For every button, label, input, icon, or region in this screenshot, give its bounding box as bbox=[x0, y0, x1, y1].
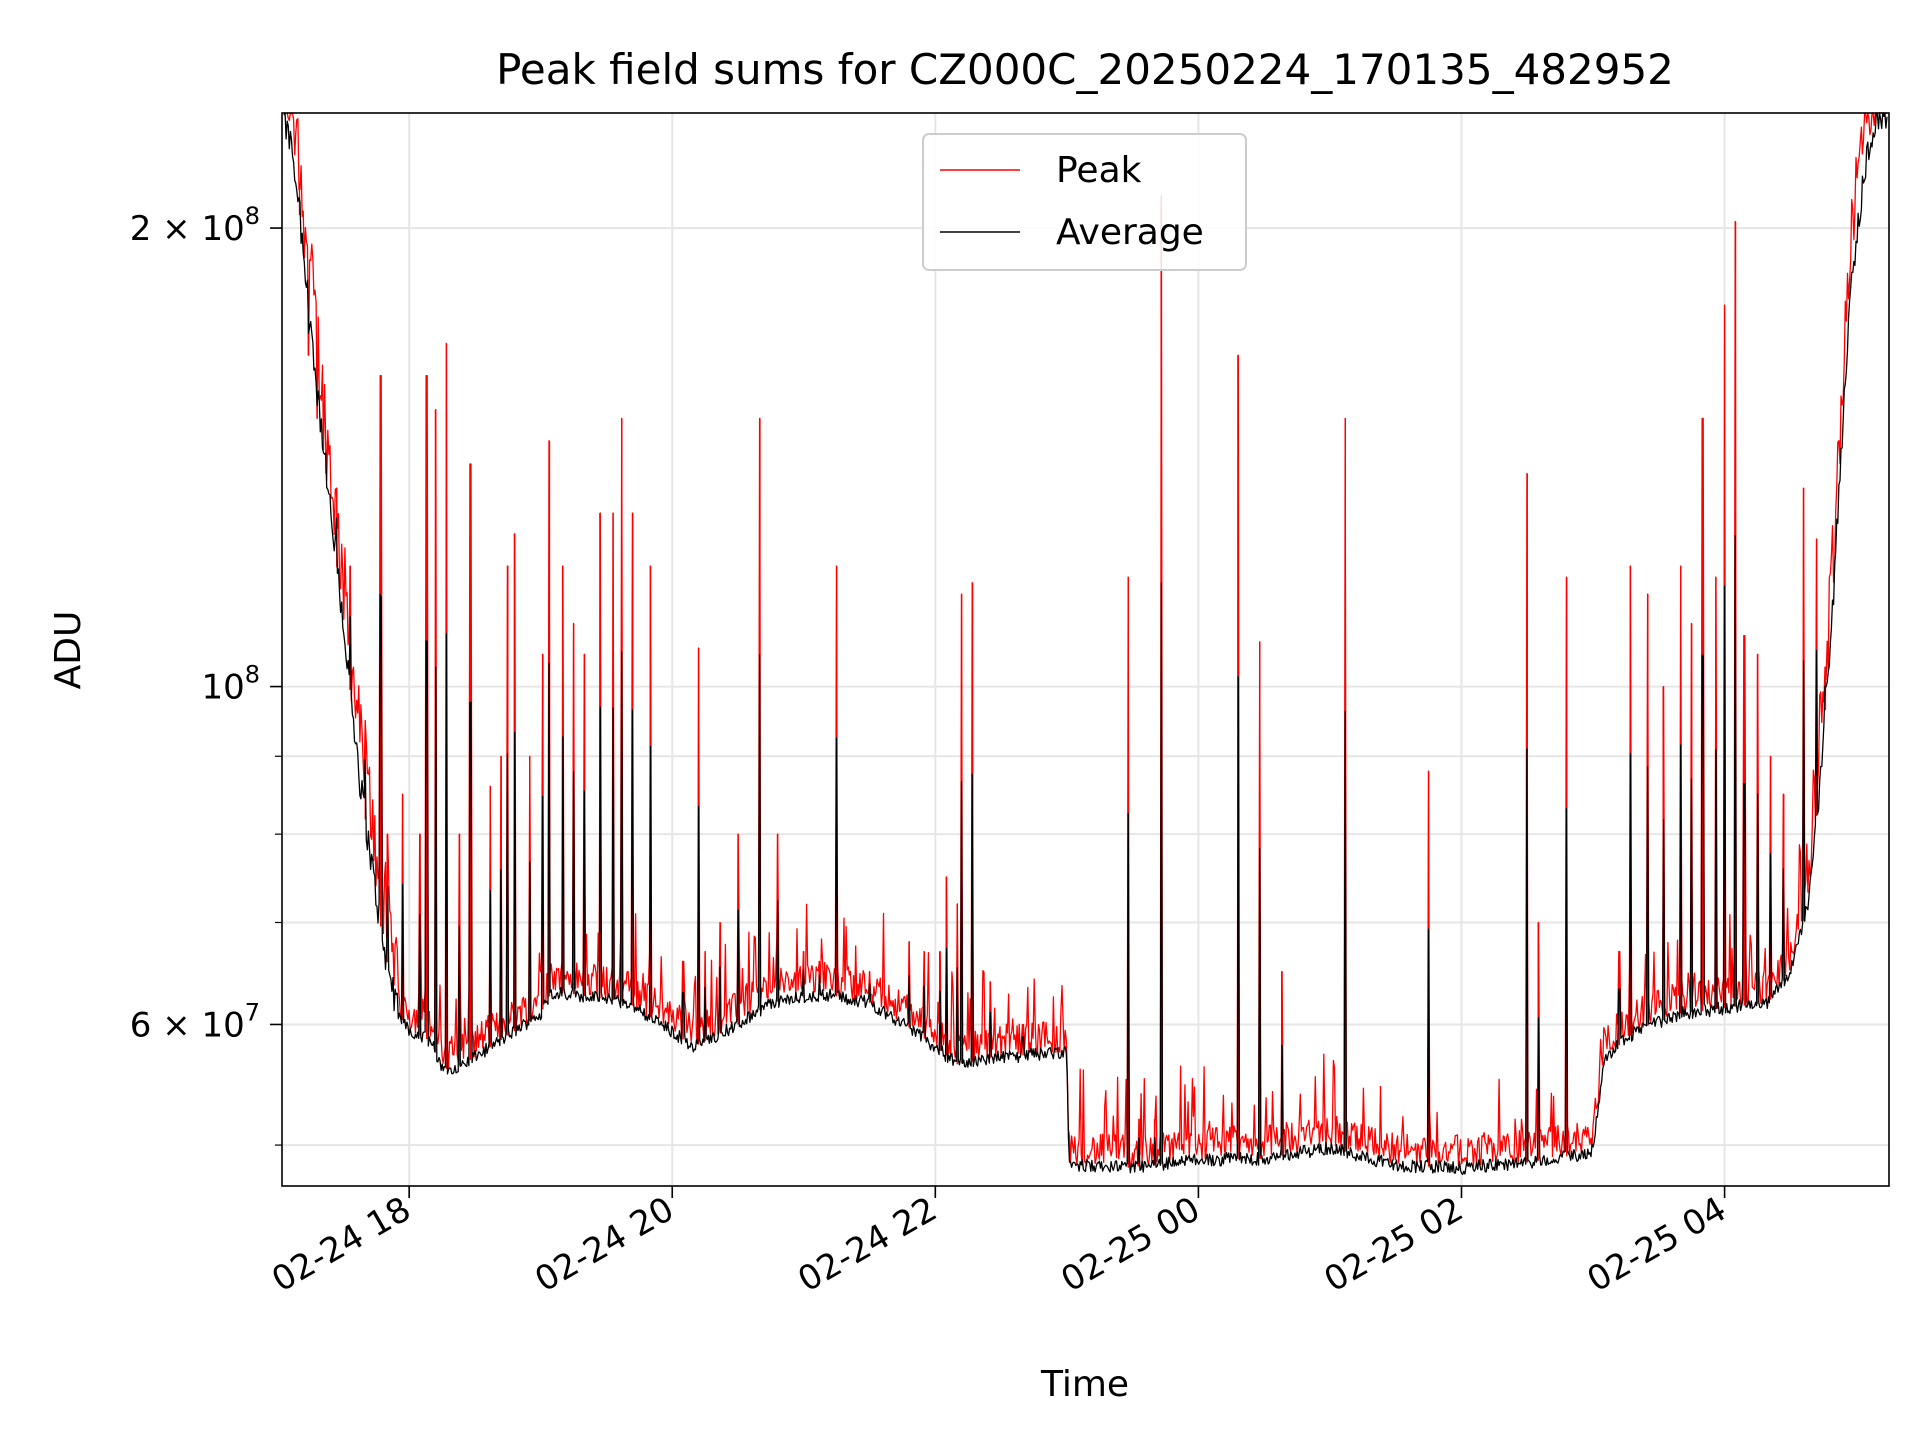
average-series bbox=[283, 112, 1888, 1176]
y-tick-label: 108 bbox=[201, 661, 260, 708]
y-tick-label: 6 × 107 bbox=[130, 998, 260, 1045]
y-tick-label-exponent: 8 bbox=[245, 202, 260, 230]
y-tick-label: 2 × 108 bbox=[130, 202, 260, 249]
y-axis-label: ADU bbox=[48, 611, 89, 690]
y-tick-label-base: 6 × 10 bbox=[130, 1005, 245, 1045]
y-tick-label-exponent: 8 bbox=[245, 661, 260, 689]
average-line bbox=[283, 112, 1888, 1176]
legend-peak-label: Peak bbox=[1056, 150, 1142, 191]
legend-box bbox=[922, 133, 1247, 271]
y-tick-label-base: 2 × 10 bbox=[130, 209, 245, 249]
chart-title: Peak field sums for CZ000C_20250224_1701… bbox=[496, 45, 1674, 94]
x-axis-label: Time bbox=[1040, 1364, 1129, 1405]
y-tick-label-base: 10 bbox=[201, 668, 244, 708]
plot-frame bbox=[281, 112, 1890, 1187]
y-tick-label-exponent: 7 bbox=[245, 998, 260, 1026]
legend: Peak Average bbox=[922, 133, 1247, 271]
legend-average-label: Average bbox=[1056, 212, 1204, 253]
